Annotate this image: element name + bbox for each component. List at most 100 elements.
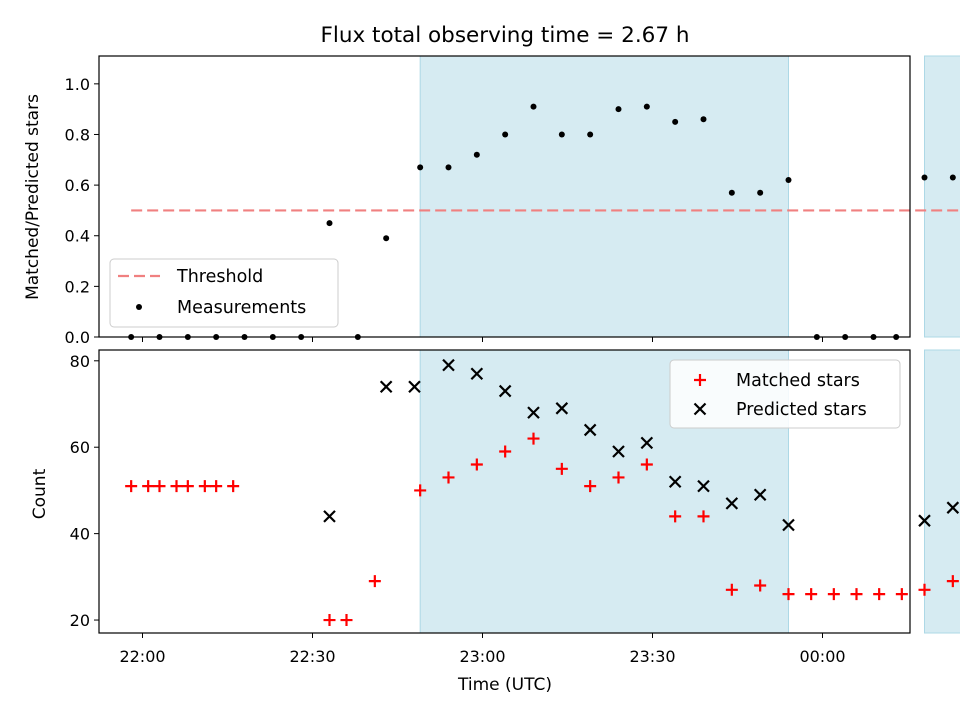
measurement-point — [672, 118, 679, 125]
predicted-point — [753, 488, 767, 502]
matched-point — [697, 510, 710, 523]
panel-count: 2040608022:0022:3023:0023:3000:0000:3001… — [70, 349, 960, 666]
matched-point — [612, 471, 625, 484]
matched-point — [368, 575, 381, 588]
predicted-point — [555, 402, 569, 415]
x-tick-label: 23:00 — [459, 647, 505, 666]
matched-point — [895, 588, 908, 601]
x-tick-label: 22:30 — [289, 647, 335, 666]
measurement-point — [587, 131, 594, 138]
predicted-point — [470, 367, 484, 381]
y-tick-label: 0.8 — [65, 125, 90, 144]
measurement-point — [785, 177, 792, 184]
legend: Matched stars Predicted stars — [669, 359, 901, 429]
predicted-point — [527, 406, 540, 419]
observing-interval-1 — [419, 55, 789, 338]
matched-point — [170, 480, 183, 493]
matched-point — [470, 458, 483, 471]
legend-box — [109, 258, 339, 328]
legend-measurements-label: Measurements — [177, 298, 306, 318]
panel-ratio: 0.0 0.2 0.4 0.6 0.8 1.0 Threshold Measurements — [65, 55, 960, 347]
measurement-point — [921, 174, 928, 181]
measurement-point — [949, 174, 956, 181]
matched-point — [210, 480, 223, 493]
x-tick-label: 23:30 — [629, 647, 675, 666]
predicted-point — [782, 518, 795, 532]
predicted-point — [668, 475, 682, 489]
legend-predicted-label: Predicted stars — [736, 400, 867, 420]
predicted-point — [379, 380, 393, 394]
y-tick-label: 60 — [70, 438, 90, 457]
legend-matched-swatch — [694, 374, 706, 386]
bottom-y-axis-label: Count — [30, 468, 50, 519]
y-tick-label: 0.0 — [65, 328, 90, 347]
matched-point — [946, 575, 959, 588]
plot-layer: 0.0 0.2 0.4 0.6 0.8 1.0 Threshold Measurements 2… — [65, 55, 960, 666]
measurement-point — [473, 151, 480, 158]
y-tick-label: 0.4 — [65, 227, 90, 246]
measurement-point — [757, 189, 764, 196]
matched-point — [805, 588, 818, 601]
measurement-point — [530, 103, 537, 110]
matched-point — [153, 480, 166, 493]
matched-point — [918, 583, 931, 596]
matched-point — [782, 588, 795, 601]
y-tick-label: 20 — [70, 611, 90, 630]
measurement-point — [502, 131, 509, 138]
measurement-point — [445, 164, 452, 171]
measurement-point — [700, 116, 707, 123]
y-tick-label: 80 — [70, 352, 90, 371]
matched-point — [827, 588, 840, 601]
matched-point — [142, 480, 155, 493]
matched-point — [527, 432, 540, 445]
matched-point — [850, 588, 863, 601]
matched-point — [227, 480, 240, 493]
chart-title: Flux total observing time = 2.67 h — [321, 23, 690, 48]
legend-box — [669, 359, 901, 429]
predicted-point — [946, 501, 960, 514]
measurement-point — [383, 235, 390, 242]
axes-frame — [98, 55, 911, 338]
matched-point — [873, 588, 886, 601]
matched-point — [584, 480, 597, 493]
predicted-point — [612, 445, 625, 458]
x-tick-label: 22:00 — [119, 647, 165, 666]
y-tick-label: 1.0 — [65, 75, 90, 94]
x-tick-label: 00:00 — [799, 647, 845, 666]
matched-point — [181, 480, 194, 493]
series-matched-stars — [125, 432, 959, 627]
matched-point — [725, 583, 738, 596]
matched-point — [323, 614, 336, 627]
predicted-point — [697, 479, 710, 493]
matched-point — [442, 471, 455, 484]
predicted-point — [323, 510, 336, 523]
matched-point — [499, 445, 512, 458]
y-tick-label: 40 — [70, 525, 90, 544]
predicted-point — [918, 514, 931, 527]
series-measurements — [128, 103, 956, 340]
matched-point — [125, 480, 138, 493]
matched-point — [340, 614, 353, 627]
x-axis-label: Time (UTC) — [457, 675, 552, 695]
matched-point — [640, 458, 653, 471]
legend-matched-label: Matched stars — [736, 371, 860, 391]
measurement-point — [558, 131, 565, 138]
predicted-point — [408, 380, 421, 394]
predicted-point — [583, 423, 597, 437]
legend-threshold-label: Threshold — [176, 267, 263, 287]
legend-measurements-swatch — [136, 304, 142, 310]
legend-predicted-swatch — [693, 402, 707, 416]
axes-frame — [98, 349, 911, 634]
predicted-point — [442, 358, 455, 372]
predicted-point — [725, 497, 739, 510]
measurement-point — [326, 220, 333, 227]
y-tick-label: 0.2 — [65, 277, 90, 296]
series-predicted-stars — [323, 358, 960, 532]
measurement-point — [615, 106, 622, 113]
matched-point — [414, 484, 427, 497]
legend: Threshold Measurements — [109, 258, 339, 328]
matched-point — [669, 510, 682, 523]
measurement-point — [643, 103, 650, 110]
predicted-point — [640, 436, 654, 450]
